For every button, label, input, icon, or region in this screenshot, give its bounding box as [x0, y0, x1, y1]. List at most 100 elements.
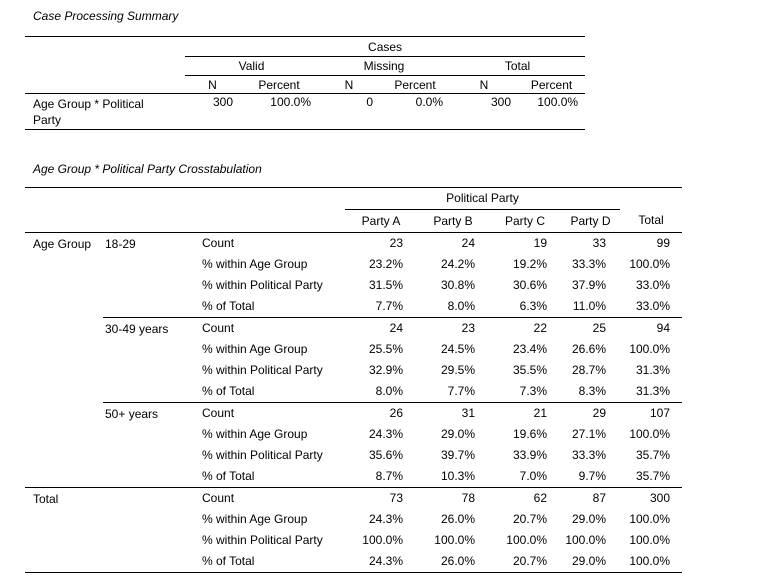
table-row: % of Total 24.3% 26.0% 20.7% 29.0% 100.0… — [25, 551, 682, 573]
value-cell: 33.9% — [512, 448, 547, 462]
row-total-label: Total — [25, 487, 200, 573]
table-row: % within Political Party 35.6% 39.7% 33.… — [25, 445, 682, 466]
value-cell: 24.2% — [440, 257, 475, 271]
value-cell: 8.3% — [578, 384, 607, 398]
table-row: Political Party — [25, 187, 682, 210]
stat-label: Count — [200, 317, 345, 339]
value-cell: 100.0% — [565, 533, 607, 547]
header-n-valid: N — [185, 75, 240, 94]
value-cell: 29.0% — [571, 554, 607, 568]
value-cell: 23.4% — [512, 342, 547, 356]
value-cell: 30.6% — [512, 278, 547, 292]
row-dim-age-group: Age Group — [33, 237, 92, 251]
value-cell: 25.5% — [368, 342, 403, 356]
value-cell: 31.3% — [635, 363, 671, 377]
value-cell: 33 — [592, 236, 607, 250]
value-cell: 10.3% — [440, 469, 475, 483]
header-party-b: Party B — [417, 209, 489, 233]
stat-label: % within Political Party — [202, 533, 323, 547]
value-cell: 21 — [489, 402, 561, 424]
stat-label: Count — [202, 236, 235, 250]
value-cell: 9.7% — [578, 469, 607, 483]
row-group-30-49: 30-49 years — [103, 317, 200, 403]
value-cell: 25 — [561, 317, 621, 339]
value-cell: 35.6% — [368, 448, 403, 462]
value-cell: 19.6% — [512, 427, 547, 441]
crosstab-title: Age Group * Political Party Crosstabulat… — [33, 162, 262, 176]
header-n-total: N — [450, 75, 518, 94]
value-cell: 26.0% — [440, 512, 475, 526]
value-cell: 26 — [345, 402, 417, 424]
header-party-a: Party A — [345, 209, 417, 233]
value-cell: 31.5% — [368, 278, 403, 292]
value-cell: 20.7% — [512, 554, 547, 568]
value-cell: 35.7% — [635, 469, 671, 483]
value-cell: 6.3% — [519, 299, 547, 313]
header-political-party: Political Party — [345, 187, 621, 210]
table-row: Age Group 18-29 Count 23 24 19 33 99 — [25, 233, 682, 255]
value-cell: 23 — [389, 236, 403, 250]
table-row: Valid Missing Total — [25, 56, 586, 76]
case-processing-title: Case Processing Summary — [33, 9, 179, 23]
stat-label: % within Age Group — [202, 427, 308, 441]
value-cell: 26.6% — [571, 342, 607, 356]
value-cell: 19.2% — [512, 257, 547, 271]
header-valid: Valid — [185, 56, 318, 76]
stat-label: Count — [200, 402, 345, 424]
value-cell: 100.0% — [506, 533, 547, 547]
table-row: % within Political Party 31.5% 30.8% 30.… — [25, 275, 682, 296]
table-row: Total Count 73 78 62 87 300 — [25, 487, 683, 573]
stub-cell — [25, 188, 345, 210]
stat-label: % within Age Group — [202, 257, 308, 271]
stat-label: % of Total — [202, 554, 255, 568]
value-cell: 28.7% — [571, 363, 607, 377]
table-row: % within Age Group 24.3% 29.0% 19.6% 27.… — [25, 424, 682, 445]
value-cell: 24 — [461, 236, 475, 250]
header-percent-missing: Percent — [380, 75, 450, 94]
value-cell: 35.5% — [512, 363, 547, 377]
row-label: Age Group * Political Party — [33, 97, 144, 127]
value-cell: 100.0% — [629, 257, 671, 271]
crosstab-table: Political Party Party A Party B Party C … — [25, 187, 683, 573]
value-cell: 73 — [345, 487, 417, 509]
header-percent-valid: Percent — [240, 75, 318, 94]
value-cell: 22 — [489, 317, 561, 339]
stat-label: % within Age Group — [202, 512, 308, 526]
header-n-missing: N — [318, 75, 380, 94]
value-cell: 29 — [561, 402, 621, 424]
header-party-c: Party C — [489, 209, 561, 233]
header-party-d: Party D — [561, 209, 621, 233]
value-cell: 24.3% — [368, 512, 403, 526]
value-cell: 100.0% — [362, 533, 403, 547]
value-cell: 0.0% — [415, 95, 443, 109]
value-cell: 8.0% — [447, 299, 475, 313]
table-row: % within Age Group 24.3% 26.0% 20.7% 29.… — [25, 509, 682, 530]
stub-cell — [620, 188, 682, 210]
table-row: % within Age Group 23.2% 24.2% 19.2% 33.… — [25, 254, 682, 275]
table-row: Party A Party B Party C Party D Total — [25, 209, 683, 233]
value-cell: 31.3% — [635, 384, 671, 398]
value-cell: 32.9% — [368, 363, 403, 377]
value-cell: 29.5% — [440, 363, 475, 377]
stat-label: % within Political Party — [202, 363, 323, 377]
row-group-18-29: 18-29 — [105, 237, 136, 251]
value-cell: 31 — [417, 402, 489, 424]
value-cell: 29.0% — [571, 512, 607, 526]
value-cell: 39.7% — [440, 448, 475, 462]
value-cell: 11.0% — [572, 299, 607, 313]
value-cell: 24.5% — [440, 342, 475, 356]
table-row: Age Group * Political Party 300 100.0% 0… — [25, 94, 585, 130]
table-row: % within Political Party 32.9% 29.5% 35.… — [25, 360, 682, 381]
stub-cell — [25, 209, 345, 233]
header-percent-total: Percent — [518, 75, 586, 94]
value-cell: 7.7% — [447, 384, 475, 398]
value-cell: 20.7% — [512, 512, 547, 526]
table-row: % of Total 8.0% 7.7% 7.3% 8.3% 31.3% — [25, 381, 682, 403]
value-cell: 300 — [490, 95, 511, 109]
value-cell: 30.8% — [440, 278, 475, 292]
row-group-50plus: 50+ years — [103, 402, 200, 488]
value-cell: 100.0% — [434, 533, 475, 547]
stub-cell — [25, 36, 185, 94]
value-cell: 24.3% — [368, 427, 403, 441]
value-cell: 8.7% — [375, 469, 403, 483]
